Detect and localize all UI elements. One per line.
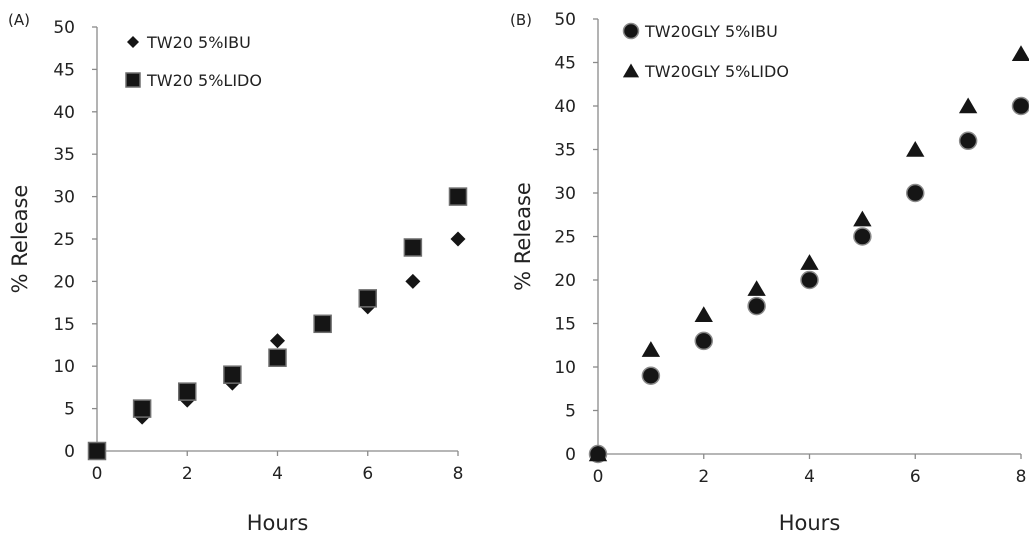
legend-label: TW20 5%LIDO — [146, 71, 262, 90]
y-tick-label: 5 — [565, 402, 576, 422]
data-point-triangle — [800, 254, 819, 270]
y-tick-label: 10 — [53, 357, 75, 377]
x-axis-title: Hours — [247, 511, 309, 535]
x-tick-label: 6 — [362, 464, 373, 484]
x-tick-label: 4 — [804, 467, 815, 487]
data-point-triangle — [1011, 45, 1029, 62]
x-tick-label: 2 — [182, 464, 193, 484]
series-triangle — [588, 45, 1029, 462]
y-tick-label: 35 — [554, 141, 576, 161]
data-point-square — [403, 238, 423, 257]
data-point-circle — [853, 227, 872, 246]
data-point-triangle — [958, 97, 978, 114]
legend: TW20GLY 5%IBU TW20GLY 5%LIDO — [622, 22, 789, 81]
y-tick-label: 5 — [64, 400, 75, 420]
y-tick-label: 20 — [554, 271, 576, 291]
data-point-square — [178, 382, 197, 401]
panel-label: (B) — [510, 11, 532, 29]
legend: TW20 5%IBU TW20 5%LIDO — [125, 33, 262, 90]
y-axis-title: % Release — [8, 185, 32, 294]
x-tick-label: 6 — [910, 467, 921, 487]
y-tick-label: 50 — [554, 10, 576, 30]
series-diamond — [89, 231, 466, 459]
y-tick-label: 15 — [53, 315, 75, 335]
y-tick-label: 50 — [53, 18, 75, 38]
x-axis-title: Hours — [779, 511, 841, 535]
y-tick-label: 0 — [565, 445, 576, 465]
legend-marker-square — [125, 72, 141, 88]
x-tick-label: 2 — [698, 467, 709, 487]
x-tick-label: 4 — [272, 464, 283, 484]
x-tick-label: 8 — [453, 464, 464, 484]
data-point-triangle — [853, 210, 872, 227]
y-tick-label: 25 — [554, 228, 576, 248]
data-point-circle — [694, 331, 713, 351]
chart-panel-a: (A) 0 5 10 15 20 25 30 35 40 45 50 0 2 4 6 8 Hours % Relea… — [8, 11, 468, 535]
data-point-triangle — [747, 280, 766, 296]
legend-label: TW20 5%IBU — [146, 33, 251, 52]
y-tick-label: 15 — [554, 315, 576, 335]
y-tick-label: 30 — [53, 188, 75, 208]
data-point-circle — [958, 131, 978, 151]
y-tick-label: 10 — [554, 358, 576, 378]
x-tick-label: 8 — [1016, 467, 1027, 487]
data-point-diamond — [270, 333, 285, 349]
y-tick-label: 0 — [64, 442, 75, 462]
y-tick-label: 45 — [554, 54, 576, 74]
data-point-square — [87, 441, 107, 461]
x-tick-label: 0 — [92, 464, 103, 484]
data-point-circle — [800, 270, 819, 290]
data-point-circle — [641, 366, 661, 385]
data-point-circle — [1011, 96, 1029, 116]
y-tick-label: 40 — [53, 103, 75, 123]
y-tick-label: 45 — [53, 60, 75, 80]
data-point-diamond — [450, 231, 466, 247]
data-point-triangle — [906, 141, 925, 157]
data-point-triangle — [588, 445, 608, 462]
data-point-square — [268, 348, 287, 367]
y-tick-label: 40 — [554, 97, 576, 117]
x-tick-label: 0 — [593, 467, 604, 487]
series-square — [87, 187, 468, 461]
legend-marker-circle — [622, 22, 640, 40]
data-point-square — [132, 399, 152, 418]
data-point-diamond — [405, 273, 421, 289]
data-point-circle — [747, 296, 766, 316]
legend-label: TW20GLY 5%LIDO — [644, 62, 789, 81]
data-point-triangle — [694, 306, 713, 323]
data-point-circle — [906, 183, 925, 203]
y-tick-label: 25 — [53, 230, 75, 250]
series-circle — [588, 96, 1029, 464]
y-tick-label: 20 — [53, 272, 75, 292]
panel-label: (A) — [8, 11, 30, 29]
data-point-square — [223, 365, 242, 384]
data-point-triangle — [641, 341, 661, 357]
data-point-square — [358, 289, 377, 308]
y-tick-label: 35 — [53, 145, 75, 165]
y-axis-title: % Release — [511, 182, 535, 291]
legend-label: TW20GLY 5%IBU — [644, 22, 778, 41]
data-point-square — [448, 187, 468, 206]
data-point-square — [313, 314, 332, 334]
legend-marker-diamond — [127, 36, 139, 48]
legend-marker-triangle — [622, 63, 640, 78]
chart-panel-b: (B) 0 5 10 15 20 25 30 35 40 45 50 0 2 4 6 8 Hours % Relea… — [510, 10, 1029, 535]
y-tick-label: 30 — [554, 184, 576, 204]
